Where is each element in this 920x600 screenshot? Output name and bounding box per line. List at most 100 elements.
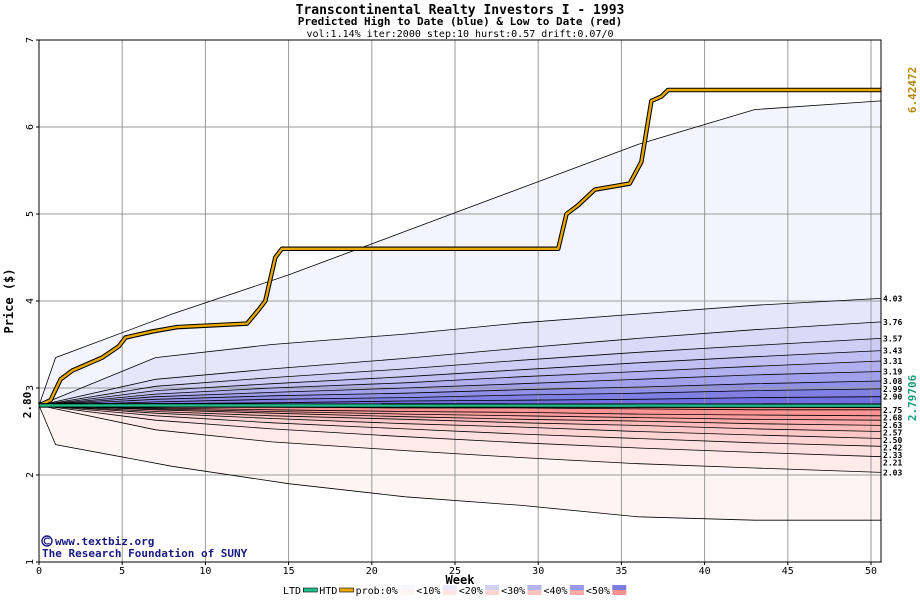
x-tick-0: 0 — [36, 566, 42, 577]
level-label-2: 3.57 — [883, 334, 902, 343]
credit-url: www.textbiz.org — [55, 535, 154, 548]
level-label-8: 2.90 — [883, 393, 902, 402]
y-tick-labels: 1 2 3 4 5 6 7 — [25, 37, 39, 565]
legend-prob-label-2: <20% — [459, 586, 483, 597]
copyright-icon — [41, 535, 53, 547]
x-tick-35: 35 — [615, 566, 627, 577]
legend-prob-label-5: <50% — [586, 586, 610, 597]
upper-band-1 — [39, 298, 881, 406]
lower-band-7 — [39, 405, 881, 457]
x-tick-30: 30 — [532, 566, 544, 577]
legend-prob-blue-2 — [485, 585, 500, 590]
level-label-11: 2.63 — [883, 421, 902, 430]
legend-prob-label-4: <40% — [544, 586, 568, 597]
level-label-13: 2.50 — [883, 436, 902, 445]
legend-prob-blue-0 — [400, 585, 415, 590]
start-price-label: 2.80 — [21, 392, 34, 419]
y-tick-3: 3 — [25, 385, 36, 391]
lower-band-2 — [39, 405, 881, 421]
level-label-14: 2.42 — [883, 443, 902, 452]
lower-band-line-2 — [38, 405, 882, 421]
upper-band-4 — [39, 350, 881, 406]
upper-band-0 — [39, 100, 881, 406]
x-tick-45: 45 — [782, 566, 794, 577]
x-tick-15: 15 — [283, 566, 295, 577]
level-label-10: 2.68 — [883, 413, 902, 422]
lower-band-line-1 — [38, 405, 882, 417]
ltd-final-label: 2.79706 — [906, 374, 919, 421]
legend-prob-red-4 — [569, 590, 584, 595]
legend-prob-blue-4 — [569, 585, 584, 590]
level-label-9: 2.75 — [883, 406, 902, 415]
legend-htd-label: HTD — [319, 586, 337, 597]
y-tick-7: 7 — [25, 37, 36, 43]
upper-band-8 — [39, 388, 881, 406]
legend-prob-red-5 — [612, 590, 627, 595]
level-label-5: 3.19 — [883, 367, 902, 376]
upper-band-line-4 — [38, 360, 882, 406]
lower-band-4 — [39, 405, 881, 432]
lower-band-5 — [39, 405, 881, 439]
legend-prob-label-0: prob:0% — [356, 586, 398, 597]
legend-prob-red-0 — [400, 590, 415, 595]
legend-prob-blue-3 — [527, 585, 542, 590]
x-tick-25: 25 — [449, 566, 461, 577]
upper-band-3 — [39, 338, 881, 406]
lower-band-line-7 — [38, 405, 882, 458]
y-tick-5: 5 — [25, 211, 36, 217]
level-label-1: 3.76 — [883, 318, 902, 327]
legend-prob-red-2 — [485, 590, 500, 595]
y-tick-1: 1 — [25, 559, 36, 565]
x-tick-50: 50 — [865, 566, 877, 577]
upper-band-line-0 — [38, 298, 882, 406]
chart-legend: LTD HTD prob:0% <10% <20% <30% <40% <50% — [283, 585, 627, 597]
chart-title: Transcontinental Realty Investors I - 19… — [296, 3, 625, 18]
lower-band-line-6 — [38, 405, 882, 447]
upper-band-line-1 — [38, 321, 882, 406]
band-level-labels: 4.03 3.76 3.57 3.433.313.193.082.992.90 2.75… — [883, 294, 902, 477]
level-label-6: 3.08 — [883, 377, 902, 386]
legend-ltd-swatch — [302, 587, 318, 593]
lower-band-6 — [39, 405, 881, 447]
htd-path — [38, 88, 881, 407]
x-tick-40: 40 — [699, 566, 711, 577]
htd-ltd-paths — [38, 87, 882, 408]
level-label-7: 2.99 — [883, 385, 902, 394]
lower-band-line-3 — [38, 405, 882, 426]
level-label-4: 3.31 — [883, 357, 902, 366]
upper-band-line-5 — [38, 371, 882, 406]
legend-prob-red-1 — [442, 590, 457, 595]
upper-band-line-3 — [38, 350, 882, 406]
lower-band-1 — [39, 405, 881, 416]
x-tick-10: 10 — [199, 566, 211, 577]
upper-band-2 — [39, 321, 881, 406]
y-tick-6: 6 — [25, 124, 36, 130]
upper-envelope-line — [38, 100, 882, 406]
x-tick-5: 5 — [119, 566, 125, 577]
x-axis-label: Week — [446, 573, 476, 587]
level-label-15: 2.33 — [883, 451, 902, 460]
upper-band-7 — [39, 381, 881, 406]
x-tick-20: 20 — [366, 566, 378, 577]
lower-band-0 — [39, 405, 881, 521]
legend-prob-red-3 — [527, 590, 542, 595]
y-axis-label: Price ($) — [2, 268, 16, 333]
chart-subtitle: Predicted High to Date (blue) & Low to D… — [298, 15, 623, 28]
level-label-16: 2.21 — [883, 458, 902, 467]
level-label-3: 3.43 — [883, 347, 902, 356]
legend-htd-swatch — [339, 587, 354, 593]
lower-envelope-line — [38, 405, 881, 521]
level-label-17: 2.03 — [883, 468, 902, 477]
lower-band-8 — [39, 405, 881, 473]
legend-ltd-label: LTD — [283, 586, 301, 597]
upper-band-line-6 — [38, 380, 882, 406]
chart-params: vol:1.14% iter:2000 step:10 hurst:0.57 d… — [306, 29, 613, 40]
y-tick-4: 4 — [25, 298, 36, 304]
htd-final-label: 6.42472 — [906, 67, 919, 113]
lower-band-line-8 — [38, 405, 882, 473]
lower-band-line-4 — [38, 405, 882, 432]
upper-band-line-2 — [38, 338, 882, 406]
level-label-12: 2.57 — [883, 428, 902, 437]
legend-prob-blue-1 — [442, 585, 457, 590]
